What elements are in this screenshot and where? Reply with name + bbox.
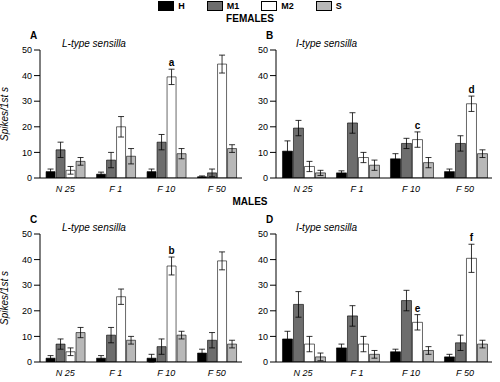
html-text:D: D — [266, 214, 274, 225]
svg-text:F 1: F 1 — [109, 184, 122, 194]
svg-text:10: 10 — [258, 148, 268, 158]
svg-text:20: 20 — [22, 306, 32, 316]
svg-text:20: 20 — [22, 122, 32, 132]
svg-text:10: 10 — [258, 332, 268, 342]
svg-text:F 50: F 50 — [208, 368, 226, 378]
svg-text:40: 40 — [258, 255, 268, 265]
svg-text:b: b — [169, 245, 175, 256]
svg-text:50: 50 — [258, 229, 268, 239]
html-text:L-type sensilla: L-type sensilla — [62, 222, 126, 233]
svg-text:0: 0 — [263, 357, 268, 367]
svg-text:40: 40 — [22, 71, 32, 81]
html-text:A: A — [30, 30, 38, 41]
svg-text:F 10: F 10 — [157, 184, 175, 194]
svg-text:Spikes/1st s: Spikes/1st s — [8, 87, 10, 141]
html-text:L-type sensilla: L-type sensilla — [62, 38, 126, 49]
svg-text:0: 0 — [27, 357, 32, 367]
svg-text:F 10: F 10 — [402, 368, 420, 378]
html-text:C: C — [30, 214, 38, 225]
svg-text:30: 30 — [22, 96, 32, 106]
html-text:M2: M2 — [281, 1, 294, 11]
svg-text:N 25: N 25 — [293, 184, 313, 194]
svg-text:0: 0 — [263, 173, 268, 183]
svg-text:f: f — [470, 232, 474, 243]
svg-text:d: d — [468, 84, 474, 95]
svg-text:F 50: F 50 — [208, 184, 226, 194]
svg-text:F 1: F 1 — [351, 368, 364, 378]
svg-text:20: 20 — [258, 122, 268, 132]
svg-text:Spikes/1st s: Spikes/1st s — [8, 271, 10, 325]
svg-text:0: 0 — [27, 173, 32, 183]
svg-text:30: 30 — [258, 96, 268, 106]
svg-text:N 25: N 25 — [56, 368, 76, 378]
html-text:B: B — [266, 30, 274, 41]
svg-text:e: e — [415, 303, 421, 314]
svg-text:30: 30 — [258, 280, 268, 290]
svg-text:50: 50 — [22, 45, 32, 55]
html-text:H: H — [178, 1, 185, 11]
svg-text:10: 10 — [22, 332, 32, 342]
html-text:FEMALES: FEMALES — [226, 13, 274, 24]
svg-text:40: 40 — [22, 255, 32, 265]
svg-text:c: c — [415, 120, 421, 131]
svg-text:40: 40 — [258, 71, 268, 81]
svg-text:F 10: F 10 — [157, 368, 175, 378]
html-text:MALES: MALES — [232, 196, 268, 207]
svg-text:30: 30 — [22, 280, 32, 290]
svg-text:F 50: F 50 — [456, 368, 474, 378]
svg-text:10: 10 — [22, 148, 32, 158]
svg-text:20: 20 — [258, 306, 268, 316]
html-text:I-type sensilla: I-type sensilla — [296, 222, 358, 233]
svg-text:N 25: N 25 — [293, 368, 313, 378]
svg-text:a: a — [169, 57, 175, 68]
html-text:S: S — [335, 1, 342, 11]
svg-text:F 1: F 1 — [351, 184, 364, 194]
svg-text:F 50: F 50 — [456, 184, 474, 194]
svg-text:50: 50 — [22, 229, 32, 239]
html-text:I-type sensilla: I-type sensilla — [296, 38, 358, 49]
svg-text:50: 50 — [258, 45, 268, 55]
svg-text:F 10: F 10 — [402, 184, 420, 194]
svg-text:F 1: F 1 — [109, 368, 122, 378]
svg-text:N 25: N 25 — [56, 184, 76, 194]
html-text:M1: M1 — [226, 1, 240, 11]
